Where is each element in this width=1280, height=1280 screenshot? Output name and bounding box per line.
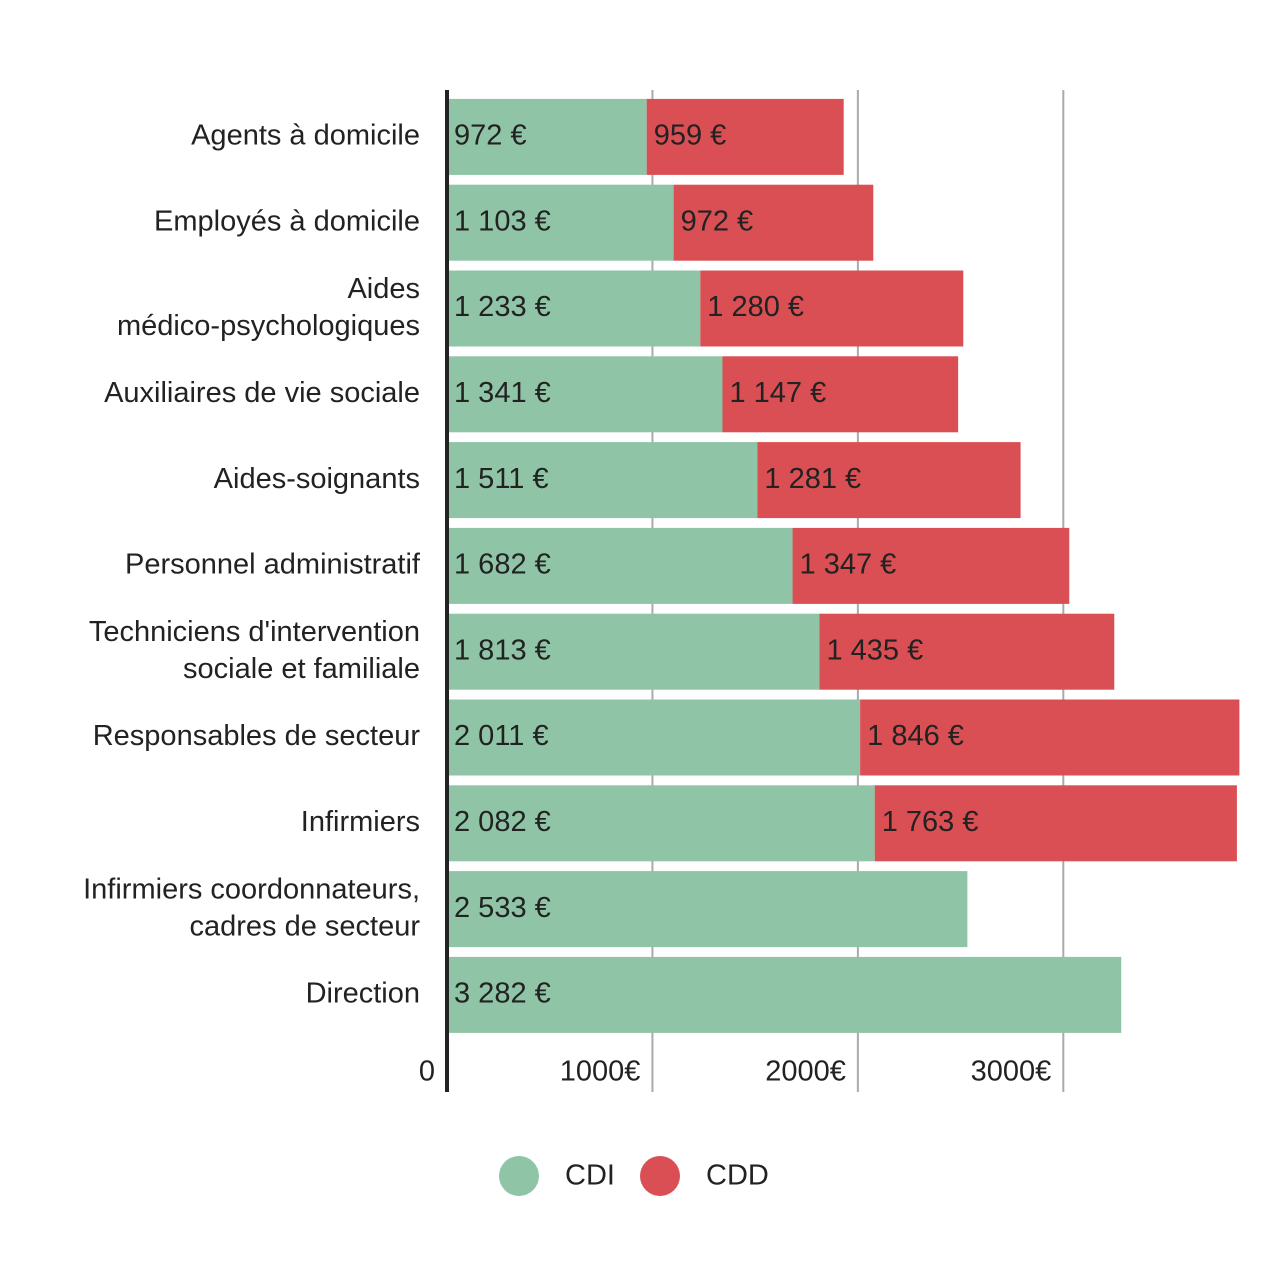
value-label: 1 846 € bbox=[867, 720, 964, 752]
y-tick-label: Responsables de secteur bbox=[93, 720, 421, 752]
bar bbox=[673, 184, 874, 261]
value-label: 972 € bbox=[454, 120, 527, 152]
bar bbox=[447, 527, 793, 604]
bar bbox=[447, 956, 1122, 1033]
value-label: 1 347 € bbox=[800, 549, 897, 581]
bar bbox=[700, 270, 964, 347]
legend-marker bbox=[640, 1156, 680, 1196]
bar bbox=[819, 613, 1115, 690]
value-label: 972 € bbox=[681, 205, 754, 237]
value-label: 1 435 € bbox=[826, 634, 923, 666]
value-label: 2 533 € bbox=[454, 892, 551, 924]
legend-label: CDI bbox=[565, 1160, 615, 1192]
bar bbox=[792, 527, 1070, 604]
value-label: 1 341 € bbox=[454, 377, 551, 409]
y-tick-label: Infirmiers coordonnateurs, cadres de sect… bbox=[83, 873, 420, 942]
y-tick-label: Aides médico-psychologiques bbox=[117, 273, 420, 342]
bar bbox=[447, 871, 968, 948]
y-tick-label: Direction bbox=[306, 978, 420, 1010]
value-label: 1 511 € bbox=[454, 463, 549, 495]
value-label: 1 233 € bbox=[454, 291, 551, 323]
bar bbox=[447, 442, 758, 519]
y-tick-label: Infirmiers bbox=[301, 806, 420, 838]
x-tick-label: 1000€ bbox=[560, 1056, 641, 1088]
value-label: 2 011 € bbox=[454, 720, 549, 752]
bar bbox=[447, 184, 674, 261]
value-label: 1 813 € bbox=[454, 634, 551, 666]
x-tick-label: 3000€ bbox=[971, 1056, 1052, 1088]
y-tick-label: Auxiliaires de vie sociale bbox=[104, 377, 420, 409]
bar bbox=[874, 785, 1237, 862]
bar bbox=[757, 442, 1021, 519]
y-tick-label: Personnel administratif bbox=[125, 549, 421, 581]
bar bbox=[722, 356, 959, 433]
bar bbox=[646, 98, 844, 175]
bar bbox=[447, 613, 820, 690]
bar bbox=[447, 270, 701, 347]
value-label: 1 103 € bbox=[454, 205, 551, 237]
value-label: 1 763 € bbox=[882, 806, 979, 838]
y-tick-label: Agents à domicile bbox=[191, 120, 420, 152]
x-tick-label: 2000€ bbox=[765, 1056, 846, 1088]
x-tick-label: 0 bbox=[419, 1056, 435, 1088]
y-tick-label: Employés à domicile bbox=[154, 205, 420, 237]
value-label: 2 082 € bbox=[454, 806, 551, 838]
value-label: 1 147 € bbox=[729, 377, 826, 409]
bar bbox=[447, 699, 861, 776]
bar bbox=[447, 98, 647, 175]
legend-label: CDD bbox=[706, 1160, 769, 1192]
y-tick-label: Techniciens d'intervention sociale et fam… bbox=[89, 616, 420, 685]
legend-marker bbox=[499, 1156, 539, 1196]
bar bbox=[447, 785, 875, 862]
value-label: 3 282 € bbox=[454, 978, 551, 1010]
bar bbox=[447, 356, 723, 433]
y-tick-label: Aides-soignants bbox=[214, 463, 420, 495]
value-label: 1 682 € bbox=[454, 549, 551, 581]
bar bbox=[860, 699, 1240, 776]
value-label: 1 280 € bbox=[707, 291, 804, 323]
value-label: 1 281 € bbox=[764, 463, 861, 495]
value-label: 959 € bbox=[654, 120, 727, 152]
